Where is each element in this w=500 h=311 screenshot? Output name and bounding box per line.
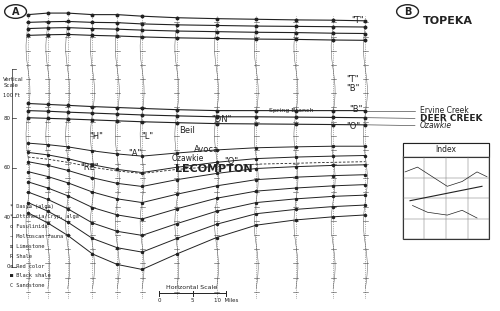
Text: "T": "T" [346,75,359,84]
Text: Vertical
Scale: Vertical Scale [3,77,24,88]
Text: "RE": "RE" [80,163,100,172]
Text: "O": "O" [224,157,238,166]
Text: ⊘ Red color: ⊘ Red color [10,263,44,268]
Text: 80: 80 [4,116,10,121]
Text: Ervine Creek: Ervine Creek [420,106,469,115]
Text: DEER CREEK: DEER CREEK [420,114,482,123]
Text: A: A [12,7,20,16]
Text: Ozawkie: Ozawkie [420,121,452,130]
Text: * Dasya (alga): * Dasya (alga) [10,204,54,209]
Text: 10  Miles: 10 Miles [214,298,238,303]
Text: "B": "B" [349,105,362,114]
Text: "L": "L" [141,132,153,142]
Text: * Ottonesia/Cryp. alga: * Ottonesia/Cryp. alga [10,214,78,219]
Text: C Sandstone: C Sandstone [10,283,44,288]
Text: Index: Index [436,146,456,155]
Text: ~ Molluscan fauna: ~ Molluscan fauna [10,234,63,239]
Text: A: A [406,205,409,210]
Text: ⊡ Limestone: ⊡ Limestone [10,244,44,249]
Text: 5: 5 [191,298,194,303]
Text: "O": "O" [346,122,360,131]
Text: B: B [404,7,411,16]
Text: Avoca: Avoca [194,145,220,154]
Text: "T": "T" [352,16,364,25]
Bar [402,143,490,157]
Text: Ozawkie: Ozawkie [172,154,204,163]
Text: 60: 60 [4,165,10,170]
Text: TOPEKA: TOPEKA [422,16,472,26]
Text: o Fusulinida: o Fusulinida [10,224,47,229]
Text: Beil: Beil [180,126,195,135]
Text: 0: 0 [7,264,10,269]
Text: LECOMPTON: LECOMPTON [175,165,253,174]
Text: "B": "B" [346,84,360,93]
Text: 40: 40 [4,215,10,220]
Text: B: B [482,179,486,183]
Text: 0: 0 [158,298,161,303]
Text: "DN": "DN" [212,115,232,124]
Text: R Shale: R Shale [10,254,32,259]
Text: Horizontal Scale: Horizontal Scale [166,285,218,290]
Text: "A": "A" [128,150,141,158]
Text: "H": "H" [90,132,104,142]
Bar [402,143,490,239]
Text: ■ Black shale: ■ Black shale [10,273,50,278]
Text: 100 Ft: 100 Ft [3,93,20,98]
Text: Spring Branch: Spring Branch [268,108,313,113]
